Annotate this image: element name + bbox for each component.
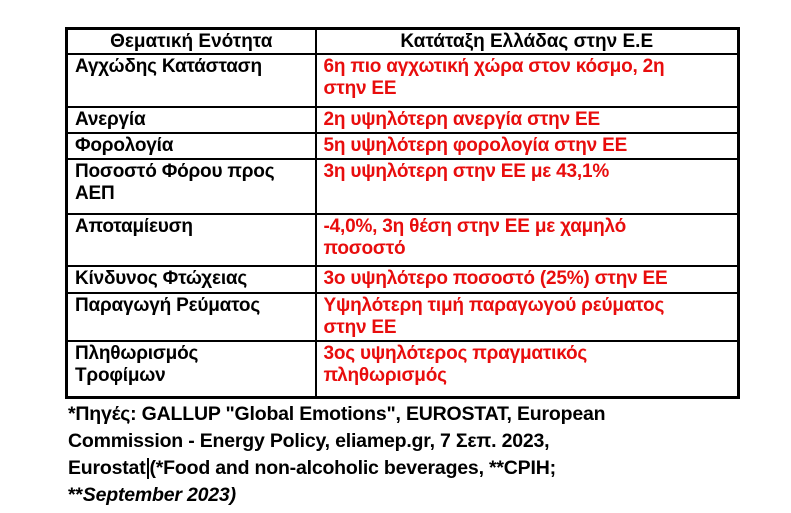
footnote-line-4-prefix: **: [68, 484, 83, 506]
topic-poverty-risk: Κίνδυνος Φτώχειας: [65, 265, 317, 294]
footnote-line-3: Eurostat (*Food and non-alcoholic beverag…: [68, 455, 728, 482]
topic-taxation: Φορολογία: [65, 132, 317, 160]
header-greece-eu-ranking: Κατάταξη Ελλάδας στην Ε.Ε: [314, 27, 740, 55]
table-row: Πληθωρισμός Τροφίμων 3ος υψηλότερος πραγ…: [65, 340, 740, 399]
footnote-line-4: **September 2023): [68, 482, 728, 509]
table-row: Ανεργία 2η υψηλότερη ανεργία στην ΕΕ: [65, 106, 740, 134]
topic-electricity-production: Παραγωγή Ρεύματος: [65, 292, 317, 342]
ranking-food-inflation: 3ος υψηλότερος πραγματικός πληθωρισμός: [314, 340, 740, 399]
table-row: Κίνδυνος Φτώχειας 3ο υψηλότερο ποσοστό (…: [65, 265, 740, 294]
table-row: Φορολογία 5η υψηλότερη φορολογία στην ΕΕ: [65, 132, 740, 160]
topic-food-inflation: Πληθωρισμός Τροφίμων: [65, 340, 317, 399]
text-cursor-caret: [146, 458, 149, 479]
ranking-taxation: 5η υψηλότερη φορολογία στην ΕΕ: [314, 132, 740, 160]
ranking-electricity-production: Υψηλότερη τιμή παραγωγού ρεύματος στην Ε…: [314, 292, 740, 342]
ranking-anxiety: 6η πιο αγχωτική χώρα στον κόσμο, 2η στην…: [314, 53, 740, 108]
topic-savings: Αποταμίευση: [65, 213, 317, 267]
table-row: Παραγωγή Ρεύματος Υψηλότερη τιμή παραγωγ…: [65, 292, 740, 342]
footnote-line-4-italic: September 2023): [82, 484, 236, 506]
ranking-unemployment: 2η υψηλότερη ανεργία στην ΕΕ: [314, 106, 740, 134]
topic-unemployment: Ανεργία: [65, 106, 317, 134]
footnote-line-1: *Πηγές: GALLUP "Global Emotions", EUROST…: [68, 403, 606, 425]
footnote-line-3-before-caret: Eurostat: [68, 457, 146, 479]
table-row: Ποσοστό Φόρου προς ΑΕΠ 3η υψηλότερη στην…: [65, 158, 740, 215]
topic-tax-to-gdp: Ποσοστό Φόρου προς ΑΕΠ: [65, 158, 317, 215]
greece-eu-ranking-table: Θεματική Ενότητα Κατάταξη Ελλάδας στην Ε…: [65, 27, 740, 399]
greece-eu-ranking-table-wrap: Θεματική Ενότητα Κατάταξη Ελλάδας στην Ε…: [65, 27, 740, 399]
ranking-poverty-risk: 3ο υψηλότερο ποσοστό (25%) στην ΕΕ: [314, 265, 740, 294]
sources-footnote: *Πηγές: GALLUP "Global Emotions", EUROST…: [68, 401, 728, 509]
table-header-row: Θεματική Ενότητα Κατάταξη Ελλάδας στην Ε…: [65, 27, 740, 55]
topic-anxiety: Αγχώδης Κατάσταση: [65, 53, 317, 108]
ranking-savings: -4,0%, 3η θέση στην ΕΕ με χαμηλό ποσοστό: [314, 213, 740, 267]
header-thematic-section: Θεματική Ενότητα: [65, 27, 317, 55]
table-row: Αποταμίευση -4,0%, 3η θέση στην ΕΕ με χα…: [65, 213, 740, 267]
ranking-tax-to-gdp: 3η υψηλότερη στην ΕΕ με 43,1%: [314, 158, 740, 215]
table-row: Αγχώδης Κατάσταση 6η πιο αγχωτική χώρα σ…: [65, 53, 740, 108]
footnote-line-2: Commission - Energy Policy, eliamep.gr, …: [68, 430, 550, 452]
footnote-line-3-after-caret: (*Food and non-alcoholic beverages, **CP…: [149, 457, 557, 479]
